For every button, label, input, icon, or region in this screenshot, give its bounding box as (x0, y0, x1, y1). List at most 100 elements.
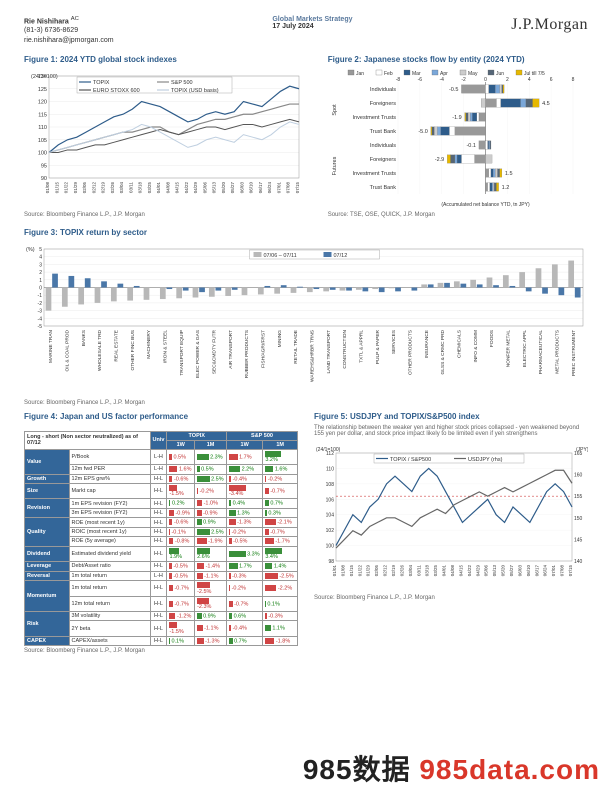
svg-text:PREC INSTRUMENT: PREC INSTRUMENT (571, 330, 577, 376)
svg-text:06/24: 06/24 (267, 181, 272, 193)
svg-text:03/25: 03/25 (433, 564, 438, 576)
svg-text:-0.1: -0.1 (466, 143, 475, 149)
svg-text:PULP & PAPER: PULP & PAPER (375, 329, 381, 364)
svg-text:03/11: 03/11 (128, 181, 133, 192)
svg-text:98: 98 (328, 559, 334, 565)
svg-text:90: 90 (41, 176, 47, 182)
svg-text:AIR TRANSPORT: AIR TRANSPORT (228, 330, 234, 369)
svg-text:CHEMICALS: CHEMICALS (457, 330, 463, 358)
svg-text:Individuals: Individuals (370, 143, 396, 149)
fig5-chart: 9810010210410610811011214014515015516016… (314, 441, 588, 591)
svg-text:04/22: 04/22 (184, 181, 189, 193)
svg-text:Foreigners: Foreigners (369, 157, 396, 163)
svg-text:-6: -6 (417, 77, 422, 83)
svg-text:110: 110 (38, 125, 47, 131)
svg-text:04/08: 04/08 (165, 181, 170, 193)
svg-text:03/11: 03/11 (416, 564, 421, 575)
svg-text:155: 155 (574, 494, 583, 500)
svg-text:(24/1=100): (24/1=100) (316, 447, 341, 453)
svg-text:3: 3 (39, 262, 42, 268)
watermark: 985数据 985data.com (303, 748, 600, 788)
svg-text:-5: -5 (38, 324, 43, 330)
fig1-title: Figure 1: 2024 YTD global stock indexes (24, 55, 312, 64)
svg-text:-2: -2 (461, 77, 466, 83)
fig5-title: Figure 5: USDJPY and TOPIX/S&P500 index (314, 412, 588, 421)
svg-text:04/01: 04/01 (442, 564, 447, 576)
svg-text:-4: -4 (38, 316, 43, 322)
svg-text:5: 5 (39, 247, 42, 253)
svg-text:07/15: 07/15 (568, 564, 573, 576)
svg-text:07/15: 07/15 (295, 181, 300, 193)
svg-text:06/10: 06/10 (526, 564, 531, 576)
svg-text:-1.9: -1.9 (452, 115, 461, 121)
fig3-chart: -5-4-3-2-1012345(%)07/06 – 07/1107/12MAR… (24, 241, 588, 396)
svg-text:02/12: 02/12 (91, 181, 96, 193)
svg-text:TRANSPORT EQUIP: TRANSPORT EQUIP (179, 330, 185, 376)
svg-text:WHOLESALE TRD: WHOLESALE TRD (97, 329, 103, 370)
svg-text:IRON & STEEL: IRON & STEEL (163, 329, 169, 362)
header-strategy: Global Markets Strategy 17 July 2024 (272, 16, 352, 30)
svg-text:05/13: 05/13 (212, 181, 217, 193)
svg-text:01/15: 01/15 (349, 564, 354, 576)
svg-text:Trust Bank: Trust Bank (369, 185, 396, 191)
svg-text:8: 8 (571, 77, 574, 83)
svg-text:110: 110 (326, 466, 334, 472)
svg-text:-3: -3 (38, 308, 43, 314)
svg-text:NONFER METAL: NONFER METAL (506, 329, 512, 367)
svg-text:100: 100 (38, 150, 47, 156)
svg-text:01/29: 01/29 (73, 181, 78, 193)
svg-text:102: 102 (326, 528, 335, 534)
svg-text:07/01: 07/01 (551, 564, 556, 576)
svg-text:03/04: 03/04 (119, 181, 124, 193)
svg-text:Investment Trusts: Investment Trusts (352, 171, 396, 177)
svg-text:6: 6 (549, 77, 552, 83)
fig5-source: Source: Bloomberg Finance L.P., J.P. Mor… (314, 595, 588, 601)
svg-text:WAREHS&HRBR TRNS: WAREHS&HRBR TRNS (310, 330, 316, 382)
svg-text:1.5: 1.5 (505, 171, 513, 177)
svg-text:MARINE TRAN: MARINE TRAN (48, 329, 54, 362)
svg-text:125: 125 (38, 86, 47, 92)
svg-text:Investment Trusts: Investment Trusts (352, 115, 396, 121)
svg-text:01/29: 01/29 (366, 564, 371, 576)
svg-text:04/22: 04/22 (467, 564, 472, 576)
svg-text:02/26: 02/26 (399, 564, 404, 576)
svg-text:03/25: 03/25 (147, 181, 152, 193)
svg-text:Feb: Feb (384, 71, 393, 77)
svg-text:Jan: Jan (356, 71, 364, 77)
svg-text:145: 145 (574, 537, 583, 543)
svg-text:-4: -4 (439, 77, 444, 83)
svg-text:Foreigners: Foreigners (369, 101, 396, 107)
svg-text:FISH/AGRI/FRST: FISH/AGRI/FRST (261, 330, 267, 368)
svg-text:02/05: 02/05 (82, 181, 87, 193)
svg-text:MINING: MINING (277, 329, 283, 347)
svg-text:01/08: 01/08 (45, 181, 50, 193)
svg-text:EURO STOXX 600: EURO STOXX 600 (93, 88, 140, 94)
svg-text:TOPIX (USD basis): TOPIX (USD basis) (171, 88, 219, 94)
svg-text:07/08: 07/08 (560, 564, 565, 576)
svg-text:07/08: 07/08 (286, 181, 291, 193)
svg-text:(%): (%) (26, 247, 35, 253)
svg-text:Trust Bank: Trust Bank (369, 129, 396, 135)
header: Rie Nishihara AC (81-3) 6736-8629 rie.ni… (24, 16, 588, 45)
svg-text:-8: -8 (395, 77, 400, 83)
svg-text:04/01: 04/01 (156, 181, 161, 193)
svg-text:RUBBER PRODUCTS: RUBBER PRODUCTS (244, 330, 250, 378)
svg-text:02/19: 02/19 (391, 564, 396, 576)
header-author-block: Rie Nishihara AC (81-3) 6736-8629 rie.ni… (24, 16, 114, 45)
svg-text:-2.9: -2.9 (434, 157, 443, 163)
fig4-table: Long - short (Non sector neutralized) as… (24, 431, 298, 647)
svg-text:03/18: 03/18 (138, 181, 143, 193)
svg-text:4.5: 4.5 (542, 101, 550, 107)
svg-text:TOPIX / S&P500: TOPIX / S&P500 (390, 457, 431, 463)
svg-text:06/17: 06/17 (534, 564, 539, 576)
svg-text:REAL ESTATE: REAL ESTATE (114, 330, 120, 362)
svg-text:METAL PRODUCTS: METAL PRODUCTS (555, 330, 561, 374)
fig2-source: Source: TSE, OSE, QUICK, J.P. Morgan (328, 212, 588, 218)
svg-text:02/05: 02/05 (374, 564, 379, 576)
fig4-title: Figure 4: Japan and US factor performanc… (24, 412, 298, 421)
svg-text:03/04: 03/04 (408, 564, 413, 576)
svg-text:115: 115 (38, 112, 47, 118)
svg-text:LAND TRANSPORT: LAND TRANSPORT (326, 330, 332, 374)
svg-text:06/03: 06/03 (239, 181, 244, 193)
svg-text:TOPIX: TOPIX (93, 80, 110, 86)
